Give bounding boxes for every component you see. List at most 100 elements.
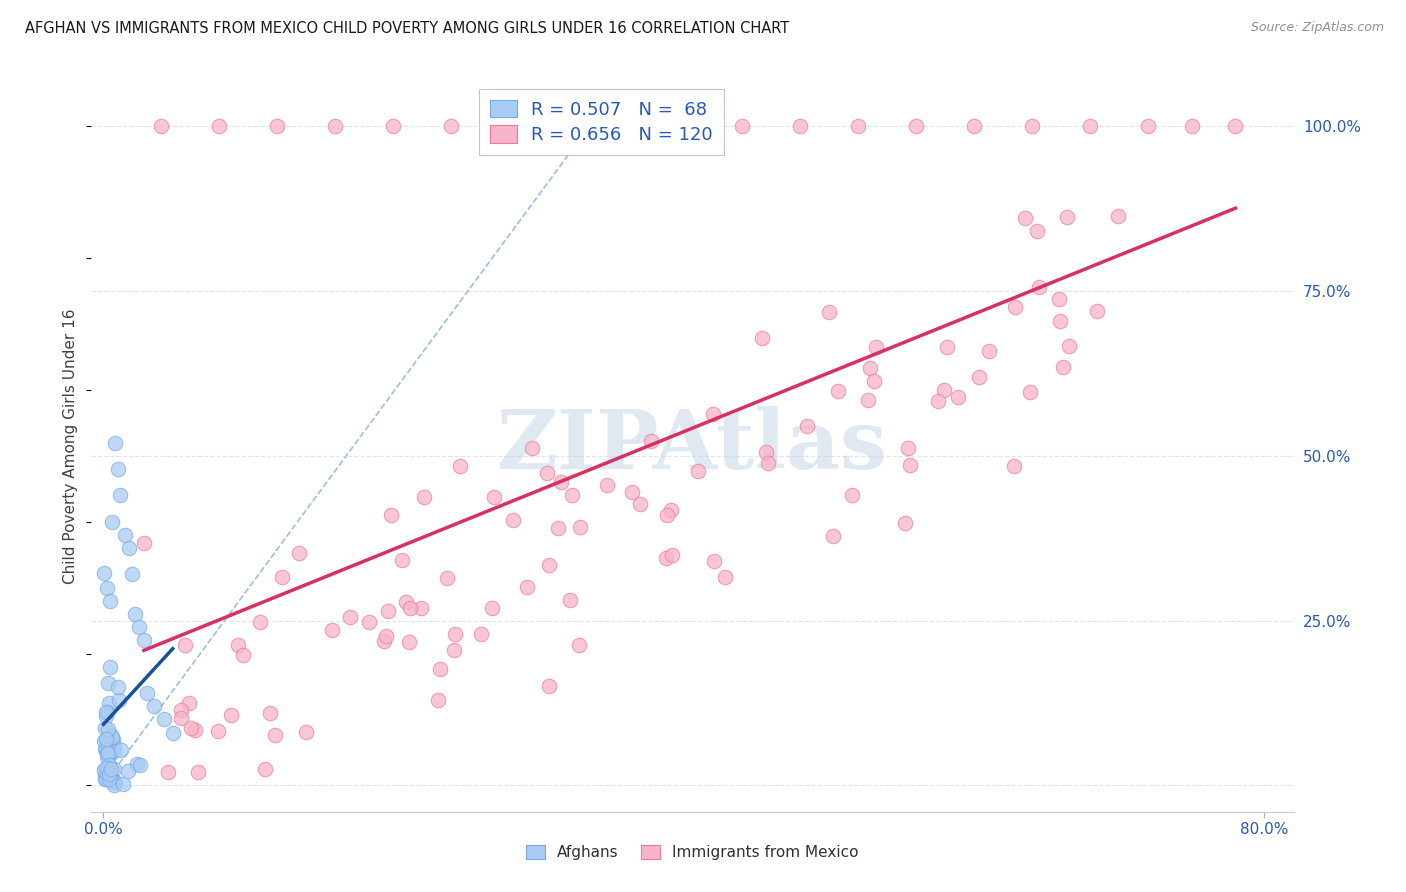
Point — [259, 706, 281, 720]
Point — [1004, 301, 1026, 315]
Point — [153, 713, 176, 727]
Point — [1085, 303, 1108, 318]
Point — [862, 374, 884, 388]
Point — [1014, 211, 1036, 225]
Point — [121, 567, 143, 582]
Point — [100, 762, 122, 776]
Point — [97, 759, 120, 773]
Point — [755, 445, 778, 459]
Point — [98, 770, 121, 784]
Point — [97, 761, 120, 775]
Point — [640, 434, 662, 448]
Point — [127, 757, 149, 772]
Point — [180, 721, 202, 735]
Point — [436, 571, 458, 585]
Point — [661, 548, 683, 562]
Point — [108, 692, 131, 706]
Point — [93, 734, 115, 748]
Point — [98, 758, 121, 772]
Point — [686, 464, 709, 478]
Point — [98, 747, 121, 762]
Point — [170, 702, 193, 716]
Point — [288, 546, 311, 560]
Point — [103, 762, 125, 776]
Point — [703, 554, 725, 568]
Point — [107, 462, 129, 476]
Point — [100, 515, 122, 529]
Point — [934, 383, 956, 397]
Point — [1225, 120, 1247, 134]
Point — [1028, 280, 1050, 294]
Point — [373, 634, 395, 648]
Point — [449, 458, 471, 473]
Point — [789, 120, 811, 134]
Point — [97, 676, 120, 690]
Point — [498, 120, 520, 134]
Point — [94, 772, 117, 786]
Point — [97, 696, 120, 710]
Point — [266, 120, 288, 134]
Point — [502, 513, 524, 527]
Point — [93, 566, 115, 580]
Point — [359, 615, 381, 629]
Point — [382, 120, 405, 134]
Point — [129, 758, 152, 772]
Point — [409, 601, 432, 615]
Point — [484, 490, 506, 504]
Point — [536, 467, 558, 481]
Point — [1056, 210, 1078, 224]
Point — [1057, 339, 1080, 353]
Point — [96, 746, 118, 760]
Point — [429, 663, 451, 677]
Point — [94, 731, 117, 746]
Point — [568, 520, 591, 534]
Point — [173, 638, 195, 652]
Point — [391, 553, 413, 567]
Point — [96, 581, 118, 595]
Point — [621, 484, 644, 499]
Point — [118, 541, 141, 556]
Point — [170, 711, 193, 725]
Point — [398, 634, 420, 648]
Point — [114, 528, 136, 542]
Point — [547, 521, 569, 535]
Point — [702, 407, 724, 421]
Point — [1107, 209, 1129, 223]
Point — [1052, 360, 1074, 375]
Y-axis label: Child Poverty Among Girls Under 16: Child Poverty Among Girls Under 16 — [63, 309, 79, 583]
Point — [440, 120, 463, 134]
Point — [254, 763, 277, 777]
Point — [558, 593, 581, 607]
Point — [132, 536, 155, 550]
Point — [96, 706, 118, 720]
Text: ZIPAtlas: ZIPAtlas — [496, 406, 889, 486]
Point — [97, 764, 120, 778]
Point — [94, 709, 117, 723]
Point — [232, 648, 254, 663]
Point — [110, 488, 132, 502]
Point — [94, 722, 117, 736]
Point — [821, 528, 844, 542]
Point — [226, 638, 249, 652]
Point — [150, 120, 173, 134]
Point — [208, 120, 231, 134]
Point — [413, 490, 436, 504]
Point — [177, 697, 200, 711]
Point — [426, 693, 449, 707]
Point — [110, 743, 132, 757]
Point — [207, 724, 229, 739]
Point — [1181, 120, 1204, 134]
Point — [219, 708, 242, 723]
Point — [104, 435, 127, 450]
Point — [101, 733, 124, 747]
Point — [963, 120, 986, 134]
Point — [96, 750, 118, 764]
Point — [271, 570, 294, 584]
Point — [380, 508, 402, 522]
Text: AFGHAN VS IMMIGRANTS FROM MEXICO CHILD POVERTY AMONG GIRLS UNDER 16 CORRELATION : AFGHAN VS IMMIGRANTS FROM MEXICO CHILD P… — [25, 21, 790, 36]
Point — [516, 580, 538, 594]
Point — [714, 570, 737, 584]
Point — [124, 607, 146, 621]
Point — [894, 516, 917, 530]
Point — [135, 686, 157, 700]
